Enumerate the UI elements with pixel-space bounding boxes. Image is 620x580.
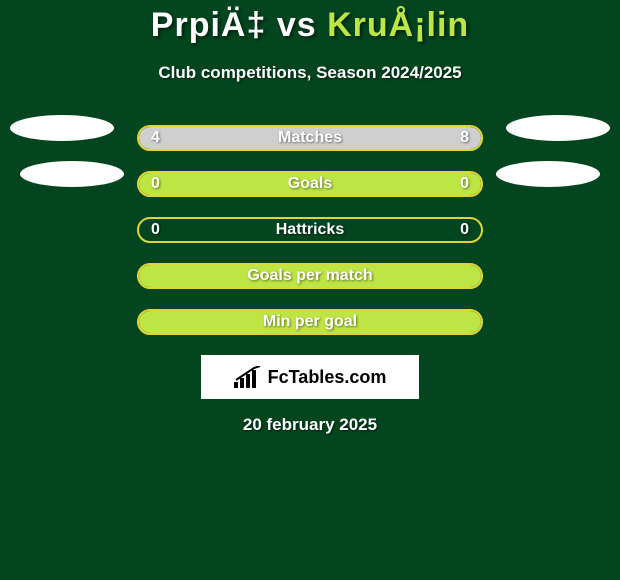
vs-separator: vs [277,6,317,44]
stat-value-left: 0 [151,175,160,193]
stat-row: Min per goal [0,299,620,345]
stat-bar: 0 0Hattricks [137,217,483,243]
stat-value-left: 4 [151,129,160,147]
logo-text: FcTables.com [268,367,387,388]
comparison-title: PrpiÄ‡ vs KruÅ¡lin [0,0,620,45]
stat-value-right: 0 [460,221,469,239]
stat-row: Goals per match [0,253,620,299]
fctables-logo-icon [234,366,262,388]
subtitle: Club competitions, Season 2024/2025 [0,63,620,83]
bar-fill [139,265,481,287]
stat-value-left: 0 [151,221,160,239]
stat-row: 00Goals [0,161,620,207]
stat-row: 48Matches [0,115,620,161]
stat-bar: Goals per match [137,263,483,289]
stat-bar: 48Matches [137,125,483,151]
player1-name: PrpiÄ‡ [151,6,267,44]
stat-row: 0 0Hattricks [0,207,620,253]
stat-label: Hattricks [139,221,481,239]
stat-bar: Min per goal [137,309,483,335]
date: 20 february 2025 [0,415,620,435]
stats-container: 48Matches00Goals00HattricksGoals per mat… [0,115,620,345]
bar-fill-right [242,127,481,149]
bar-fill [139,173,481,195]
player2-name: KruÅ¡lin [327,6,469,44]
stat-bar: 00Goals [137,171,483,197]
stat-value-right: 8 [460,129,469,147]
bar-fill [139,311,481,333]
logo-box[interactable]: FcTables.com [201,355,419,399]
stat-value-right: 0 [460,175,469,193]
